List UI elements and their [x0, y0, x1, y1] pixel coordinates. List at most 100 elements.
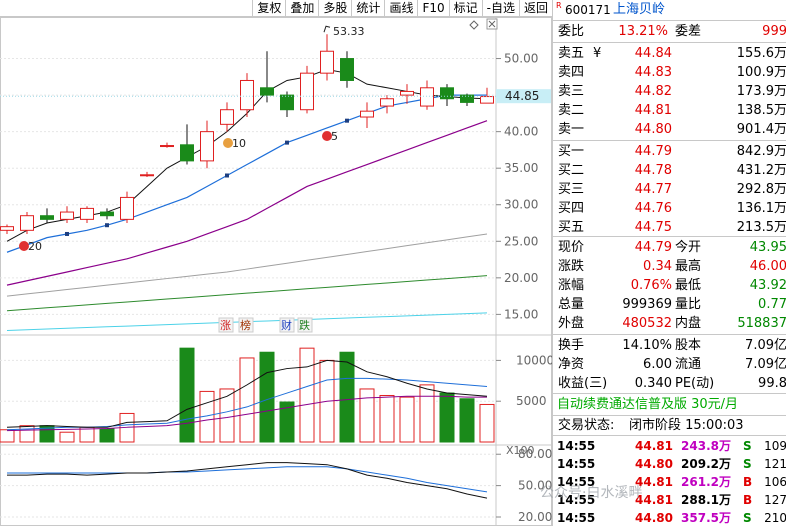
- candle-body[interactable]: [360, 110, 374, 118]
- candle-body[interactable]: [260, 87, 274, 96]
- quote-row-4: 外盘 480532 内盘 518837: [553, 314, 786, 333]
- marker-10[interactable]: [223, 138, 233, 148]
- quote-row-2: 涨幅 0.76% 最低 43.92: [553, 276, 786, 295]
- buy-row-3: 买三 44.77 292.8万: [553, 180, 786, 199]
- marker-20[interactable]: [19, 241, 29, 251]
- toolbar-item-4[interactable]: 画线: [384, 0, 417, 17]
- diamond-icon[interactable]: [469, 20, 479, 30]
- toolbar-item-8[interactable]: 返回: [518, 0, 552, 17]
- tick-side: S: [743, 439, 752, 453]
- status-row: 交易状态: 闭市阶段 15:00:03: [553, 416, 786, 435]
- stats-label-2: 股本: [675, 338, 702, 353]
- tick-price: 44.81: [635, 493, 673, 507]
- ma-long-line: [6, 120, 488, 286]
- yen-icon: ¥: [593, 46, 602, 61]
- volume-bar[interactable]: [179, 347, 195, 443]
- toolbar-item-2[interactable]: 多股: [318, 0, 351, 17]
- buy-volume: 213.5万: [736, 220, 786, 235]
- candle-body[interactable]: [60, 211, 74, 220]
- volume-bar[interactable]: [259, 351, 275, 443]
- sell-row-4: 卖四 44.83 100.9万: [553, 63, 786, 82]
- title-divider: [553, 20, 786, 21]
- candle-body[interactable]: [40, 215, 54, 220]
- stats-label: 收益(三): [558, 376, 608, 391]
- stock-title-bar: R 600171 上海贝岭: [553, 0, 786, 20]
- toolbar-item-5[interactable]: F10: [417, 0, 448, 17]
- tick-price: 44.80: [635, 511, 673, 525]
- buy-price: 44.79: [634, 144, 672, 159]
- tick-side: B: [743, 493, 753, 507]
- candle-body[interactable]: [480, 96, 494, 104]
- volume-bar[interactable]: [399, 396, 415, 443]
- news-tag-box[interactable]: [279, 317, 295, 333]
- promo-text[interactable]: 自动续费通达信普及版 30元/月: [557, 397, 739, 412]
- buy-row-1: 买一 44.79 842.9万: [553, 142, 786, 161]
- weibi-value: 13.21%: [618, 24, 668, 39]
- candle-body[interactable]: [240, 79, 254, 111]
- tick-side: S: [743, 511, 752, 525]
- volume-bar[interactable]: [439, 392, 455, 443]
- news-tag-box[interactable]: [218, 317, 234, 333]
- volume-bar[interactable]: [279, 401, 295, 443]
- candle-body[interactable]: [220, 109, 234, 125]
- quote-panel: R 600171 上海贝岭 委比 13.21% 委差 999 卖五 44.84 155.6万…: [552, 0, 786, 526]
- volume-bar[interactable]: [459, 398, 475, 443]
- volume-bar[interactable]: [59, 431, 75, 443]
- quote-row-0: 现价 44.79 今开 43.95: [553, 238, 786, 257]
- candle-body[interactable]: [20, 215, 34, 231]
- volume-bar[interactable]: [299, 347, 315, 443]
- stats-row-0: 换手 14.10% 股本 7.09亿: [553, 336, 786, 355]
- kline-chart[interactable]: 50.0045.0040.0035.0030.0025.0020.0015.00…: [0, 17, 552, 526]
- sell-buy-divider: [553, 140, 786, 141]
- toolbar-item-0[interactable]: 复权: [252, 0, 285, 17]
- toolbar-item-3[interactable]: 统计: [351, 0, 384, 17]
- news-tag-box[interactable]: [238, 317, 254, 333]
- stats-row-2: 收益(三) 0.340 PE(动) 99.8: [553, 374, 786, 393]
- stats-label: 净资: [558, 357, 585, 372]
- candle-body[interactable]: [320, 50, 334, 74]
- candle-body[interactable]: [200, 131, 214, 162]
- candle-body[interactable]: [400, 90, 414, 96]
- candle-body[interactable]: [340, 58, 354, 81]
- volume-bar[interactable]: [99, 428, 115, 443]
- news-tag-box[interactable]: [297, 317, 313, 333]
- buy-row-4: 买四 44.76 136.1万: [553, 199, 786, 218]
- candle-body[interactable]: [380, 98, 394, 107]
- volume-bar[interactable]: [479, 403, 495, 443]
- toolbar-item-7[interactable]: -自选: [481, 0, 519, 17]
- close-icon-cross: [488, 20, 496, 28]
- sell-price: 44.82: [634, 84, 672, 99]
- tick-time: 14:55: [557, 493, 596, 507]
- candle-body[interactable]: [180, 144, 194, 162]
- chart-toolbar: 复权 叠加 多股 统计 画线 F10 标记 -自选 返回: [0, 0, 552, 17]
- candle-body[interactable]: [100, 211, 114, 217]
- candle-body[interactable]: [440, 87, 454, 100]
- volume-bar[interactable]: [419, 384, 435, 443]
- candle-body[interactable]: [120, 196, 134, 220]
- toolbar-item-6[interactable]: 标记: [448, 0, 482, 17]
- volume-bar[interactable]: [359, 388, 375, 443]
- promo-banner[interactable]: 自动续费通达信普及版 30元/月: [553, 395, 786, 415]
- volume-bar[interactable]: [219, 388, 235, 443]
- stock-name[interactable]: 上海贝岭: [613, 2, 666, 17]
- sell-volume: 155.6万: [736, 46, 786, 61]
- marker-5[interactable]: [322, 131, 332, 141]
- candle-body[interactable]: [140, 174, 154, 177]
- candle-body[interactable]: [420, 87, 434, 107]
- volume-bar[interactable]: [339, 351, 355, 443]
- candle-body[interactable]: [280, 94, 294, 111]
- toolbar-item-1[interactable]: 叠加: [285, 0, 318, 17]
- candle-body[interactable]: [300, 72, 314, 111]
- news-tag-1: 榜: [240, 318, 251, 332]
- ma-mid-line: [6, 94, 487, 253]
- candle-body[interactable]: [160, 145, 174, 148]
- volume-bar[interactable]: [0, 429, 15, 443]
- indicator-tick-label: 20.00: [518, 510, 552, 524]
- candle-body[interactable]: [80, 207, 94, 220]
- candle-body[interactable]: [460, 94, 474, 103]
- volume-bar[interactable]: [379, 394, 395, 443]
- volume-bar[interactable]: [239, 357, 255, 443]
- quote-label-2: 今开: [675, 240, 702, 255]
- volume-bar[interactable]: [19, 425, 35, 443]
- candle-body[interactable]: [0, 226, 14, 231]
